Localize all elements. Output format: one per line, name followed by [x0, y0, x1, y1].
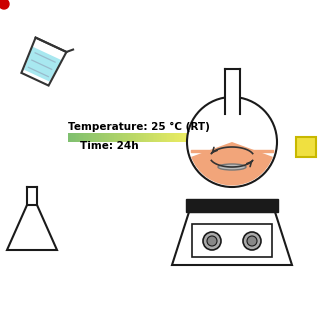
Bar [108, 132, 111, 141]
Bar [100, 132, 103, 141]
Bar [136, 132, 138, 141]
Bar [83, 132, 85, 141]
Bar [130, 132, 132, 141]
Bar [132, 132, 133, 141]
Bar [149, 132, 151, 141]
Polygon shape [172, 212, 292, 265]
Bar [92, 132, 94, 141]
Bar [180, 132, 182, 141]
Bar [186, 199, 278, 212]
Circle shape [187, 97, 277, 187]
Circle shape [0, 0, 9, 9]
Bar [138, 132, 140, 141]
Bar [118, 132, 121, 141]
Bar [183, 132, 186, 141]
Bar [157, 132, 159, 141]
Bar [156, 132, 158, 141]
Bar [91, 132, 93, 141]
Bar [70, 132, 72, 141]
Bar [133, 132, 135, 141]
Circle shape [207, 236, 217, 246]
Bar [146, 132, 148, 141]
Bar [89, 132, 91, 141]
Bar [128, 132, 130, 141]
Bar [140, 132, 142, 141]
Bar [191, 132, 194, 141]
Bar [123, 132, 125, 141]
Bar [195, 132, 197, 141]
Bar [151, 132, 153, 141]
Bar [97, 132, 100, 141]
Bar [135, 132, 137, 141]
Text: Temperature: 25 °C (RT): Temperature: 25 °C (RT) [68, 122, 210, 132]
Bar [84, 132, 86, 141]
Bar [141, 132, 143, 141]
Bar [114, 132, 116, 141]
Bar [105, 132, 108, 141]
Bar [87, 132, 90, 141]
Text: Time: 24h: Time: 24h [80, 141, 139, 151]
Bar [110, 132, 112, 141]
Ellipse shape [218, 164, 246, 170]
Bar [126, 132, 129, 141]
Circle shape [203, 232, 221, 250]
Bar [175, 132, 177, 141]
Bar [71, 132, 73, 141]
Circle shape [243, 232, 261, 250]
Bar [182, 132, 184, 141]
Bar [112, 132, 114, 141]
Bar [81, 132, 83, 141]
Bar [179, 132, 180, 141]
Bar [76, 132, 78, 141]
Bar [148, 132, 150, 141]
Bar [167, 132, 169, 141]
Bar [187, 132, 189, 141]
Polygon shape [24, 47, 61, 82]
Bar [170, 132, 172, 141]
Bar [193, 132, 195, 141]
Bar [125, 132, 127, 141]
Bar [188, 132, 190, 141]
Bar [117, 132, 119, 141]
Bar [159, 132, 161, 141]
Bar [99, 132, 101, 141]
Bar [153, 132, 155, 141]
Wedge shape [191, 142, 273, 186]
Bar [169, 132, 171, 141]
Circle shape [247, 236, 257, 246]
Bar [161, 132, 163, 141]
Bar [144, 132, 147, 141]
Bar [102, 132, 104, 141]
Bar [143, 132, 145, 141]
Bar [122, 132, 124, 141]
Bar [225, 69, 239, 114]
Bar [115, 132, 117, 141]
Bar [86, 132, 88, 141]
Bar [94, 132, 96, 141]
Bar [164, 132, 166, 141]
Bar [296, 137, 316, 157]
Bar [196, 132, 198, 141]
Bar [185, 132, 187, 141]
Bar [192, 224, 272, 257]
Bar [75, 132, 76, 141]
Bar [107, 132, 109, 141]
Bar [177, 132, 179, 141]
Bar [162, 132, 164, 141]
Bar [120, 132, 122, 141]
Bar [190, 132, 192, 141]
Bar [68, 132, 70, 141]
Bar [172, 132, 174, 141]
Bar [165, 132, 168, 141]
Bar [154, 132, 156, 141]
Bar [73, 132, 75, 141]
Polygon shape [7, 205, 57, 250]
Bar [79, 132, 82, 141]
Bar [174, 132, 176, 141]
Bar [78, 132, 80, 141]
Bar [104, 132, 106, 141]
Bar [96, 132, 98, 141]
